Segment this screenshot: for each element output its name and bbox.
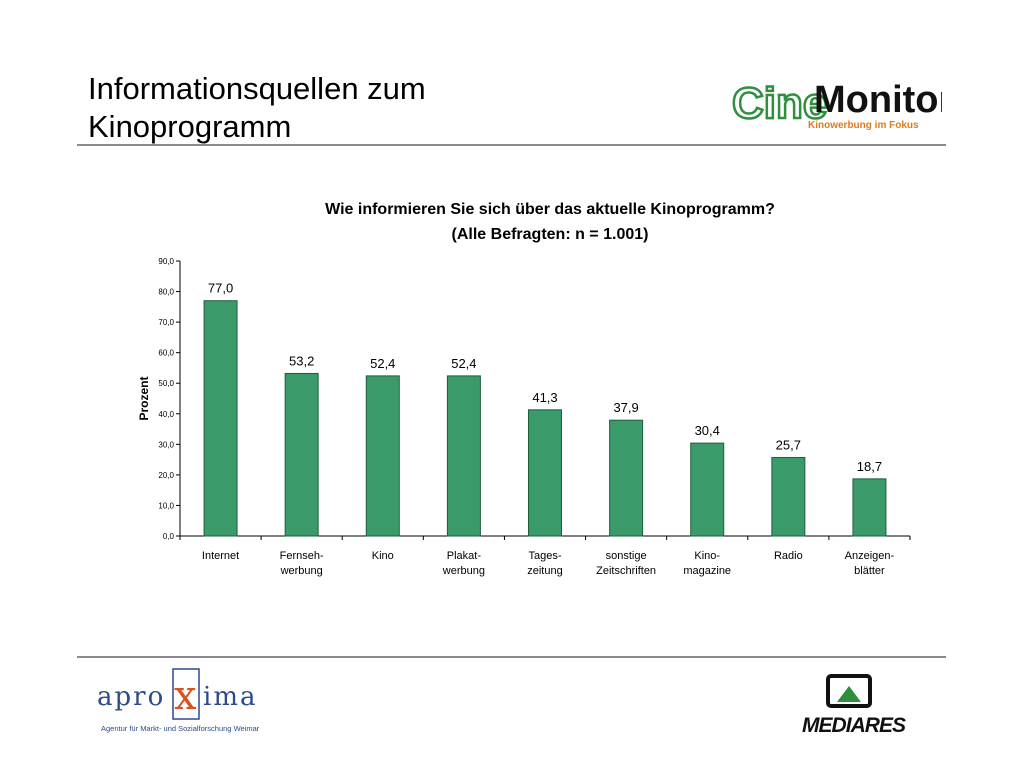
bar bbox=[771, 456, 806, 537]
y-tick-label: 30,0 bbox=[158, 440, 174, 449]
cine-logo-text: Cine bbox=[732, 79, 827, 128]
x-category-label: Zeitschriften bbox=[596, 565, 656, 577]
bar-value-label: 41,3 bbox=[532, 390, 557, 405]
y-tick-label: 20,0 bbox=[158, 471, 174, 480]
aproxima-logo-x: x bbox=[174, 673, 197, 719]
aproxima-tagline: Agentur für Markt- und Sozialforschung W… bbox=[101, 724, 260, 733]
bar-value-label: 52,4 bbox=[370, 356, 395, 371]
y-tick-label: 80,0 bbox=[158, 288, 174, 297]
slide-title: Informationsquellen zum Kinoprogramm bbox=[88, 70, 608, 146]
x-category-label: blätter bbox=[854, 565, 885, 577]
y-tick-label: 10,0 bbox=[158, 501, 174, 510]
bar bbox=[528, 409, 562, 537]
x-category-label: Internet bbox=[202, 550, 239, 562]
x-category-label: werbung bbox=[442, 565, 485, 577]
x-category-label: magazine bbox=[683, 565, 731, 577]
bar-value-label: 52,4 bbox=[451, 356, 476, 371]
bar bbox=[609, 419, 644, 537]
aproxima-logo-pre: apro bbox=[97, 682, 165, 712]
x-category-label: Plakat- bbox=[447, 550, 482, 562]
bottom-divider bbox=[77, 656, 946, 658]
y-tick-label: 0,0 bbox=[163, 532, 175, 541]
chart-title: Wie informieren Sie sich über das aktuel… bbox=[325, 201, 775, 218]
bar bbox=[365, 375, 400, 537]
slide-title-line2: Kinoprogramm bbox=[88, 109, 292, 144]
x-category-label: Tages- bbox=[528, 550, 561, 562]
x-category-label: werbung bbox=[280, 565, 323, 577]
bar bbox=[284, 372, 319, 537]
slide-title-line1: Informationsquellen zum bbox=[88, 71, 426, 106]
cinemonitor-logo: Cine Monitor Kinowerbung im Fokus bbox=[731, 78, 942, 131]
x-category-label: Fernseh- bbox=[280, 550, 324, 562]
monitor-logo-text: Monitor bbox=[814, 79, 942, 121]
bar bbox=[852, 478, 887, 537]
cine-tagline: Kinowerbung im Fokus bbox=[808, 120, 919, 131]
bar bbox=[690, 442, 725, 537]
bar bbox=[203, 300, 238, 537]
bar-value-label: 18,7 bbox=[857, 459, 882, 474]
aproxima-logo: apro x ima Agentur für Markt- und Sozial… bbox=[97, 668, 260, 733]
y-tick-label: 90,0 bbox=[158, 257, 174, 266]
bar-value-label: 30,4 bbox=[695, 423, 720, 438]
mediares-logo-text: MEDIARES bbox=[802, 714, 906, 737]
y-tick-label: 50,0 bbox=[158, 379, 174, 388]
bar-value-label: 37,9 bbox=[613, 400, 638, 415]
mediares-screen-icon bbox=[826, 674, 872, 708]
chart-subtitle: (Alle Befragten: n = 1.001) bbox=[451, 226, 649, 243]
bar bbox=[446, 375, 481, 537]
y-tick-label: 70,0 bbox=[158, 318, 174, 327]
aproxima-x-frame bbox=[172, 668, 200, 720]
x-category-label: Kino- bbox=[694, 550, 720, 562]
bar-value-label: 53,2 bbox=[289, 353, 314, 368]
mediares-logo: MEDIARES bbox=[802, 674, 906, 737]
bar-value-label: 77,0 bbox=[208, 281, 233, 296]
bar-value-label: 25,7 bbox=[776, 437, 801, 452]
y-tick-label: 40,0 bbox=[158, 410, 174, 419]
y-tick-label: 60,0 bbox=[158, 349, 174, 358]
x-category-label: sonstige bbox=[606, 550, 647, 562]
y-axis-title: Prozent bbox=[137, 376, 151, 420]
x-category-label: Radio bbox=[774, 550, 803, 562]
x-category-label: zeitung bbox=[527, 565, 562, 577]
aproxima-logo-post: ima bbox=[203, 682, 257, 712]
x-category-label: Anzeigen- bbox=[845, 550, 895, 562]
mediares-mountain-icon bbox=[837, 686, 861, 702]
x-category-label: Kino bbox=[372, 550, 394, 562]
top-divider bbox=[77, 144, 946, 146]
